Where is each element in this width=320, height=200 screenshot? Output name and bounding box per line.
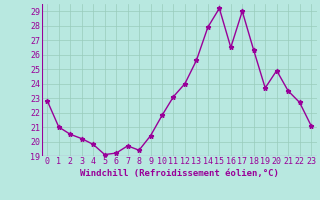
X-axis label: Windchill (Refroidissement éolien,°C): Windchill (Refroidissement éolien,°C) bbox=[80, 169, 279, 178]
